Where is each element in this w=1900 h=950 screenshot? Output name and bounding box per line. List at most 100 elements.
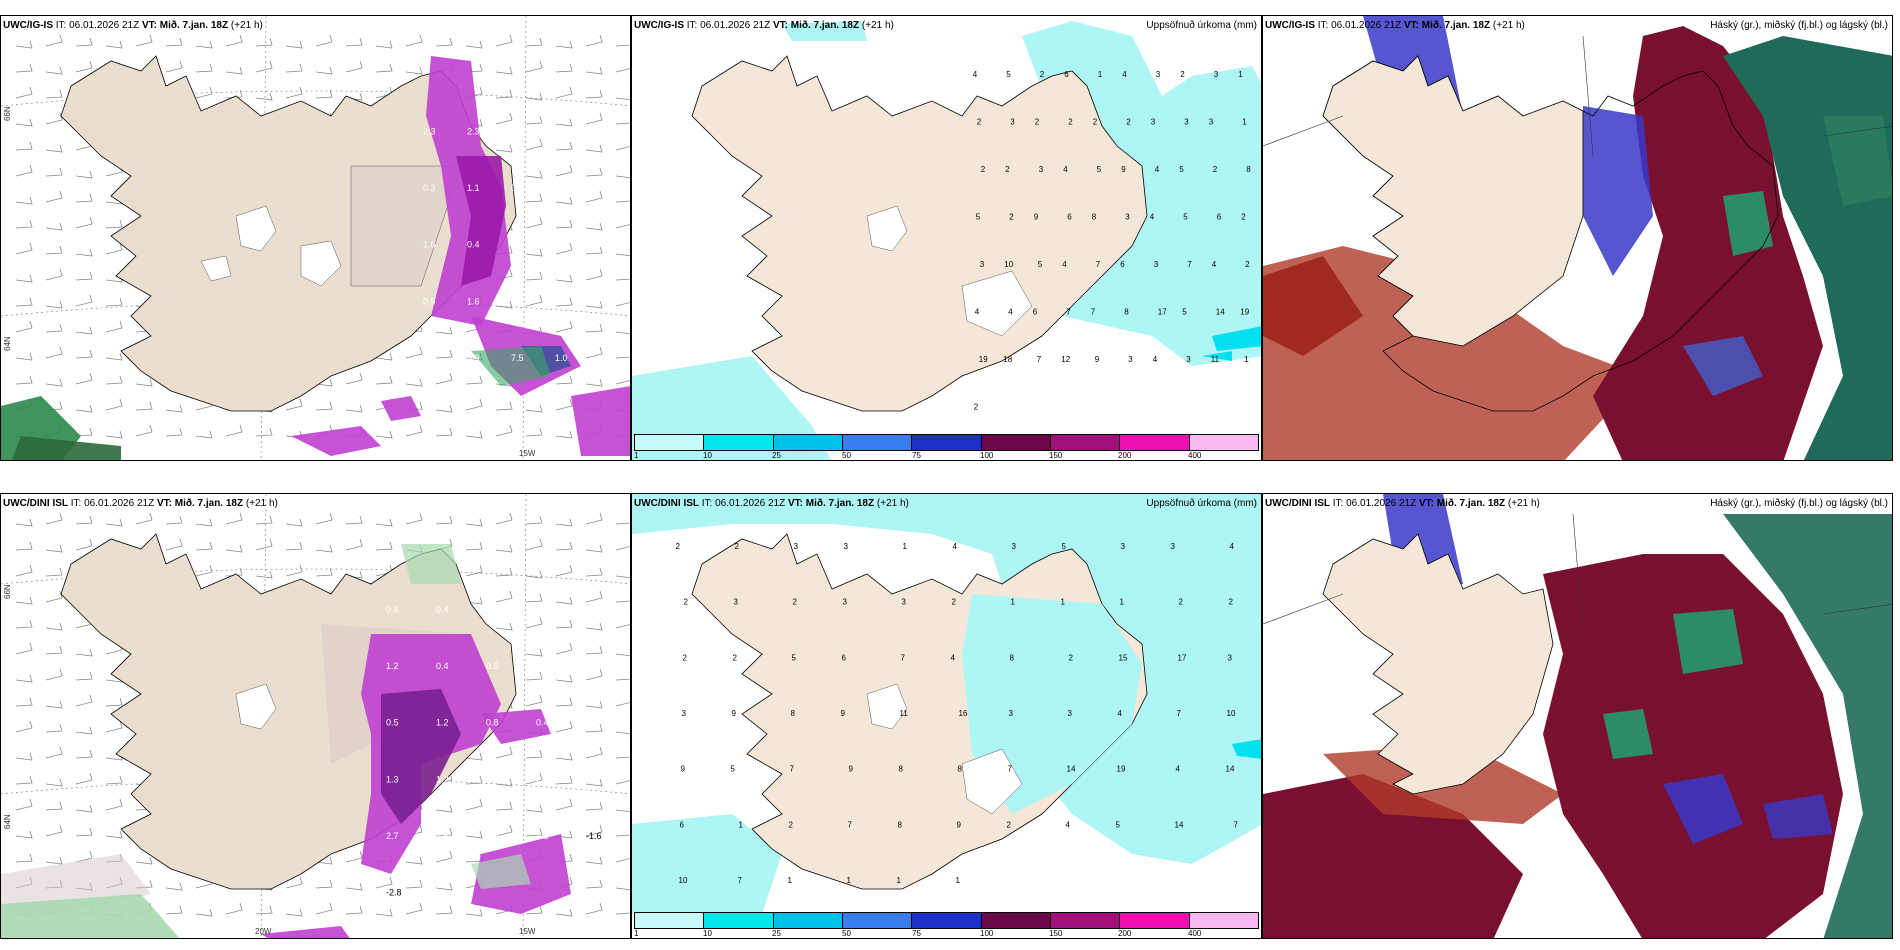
wind-barb [315, 34, 333, 47]
wind-barb [285, 518, 303, 527]
precip-value-label: 2 [735, 542, 740, 551]
precip-value-label: 4 [1212, 260, 1217, 269]
wind-barb [615, 649, 630, 657]
map-dini-cloud [1263, 494, 1892, 938]
precip-rate-label: 0.4 [386, 604, 399, 614]
wind-barb [405, 346, 423, 359]
precip-value-label: 1 [1120, 598, 1125, 607]
wind-barb [45, 112, 63, 125]
wind-barb [15, 40, 33, 49]
wind-barb [555, 596, 573, 605]
precip-value-label: 3 [1156, 70, 1161, 79]
wind-barb [285, 908, 303, 917]
region-lines [1263, 35, 1892, 157]
colorbar-boxes [634, 912, 1259, 929]
wind-barb [615, 695, 630, 707]
wind-barb [465, 830, 483, 839]
wind-barb [345, 850, 363, 863]
field-label: Háský (gr.), miðský (fj.bl.) og lágský (… [1710, 20, 1888, 31]
colorbar-ticks: 1 10 25 50 75 100 150 200 400 [634, 451, 1259, 460]
wind-barb [105, 40, 123, 49]
precip-rate-label: 4.2 [586, 604, 599, 614]
precip-value-label: 1 [1238, 70, 1243, 79]
wind-barb [15, 541, 33, 551]
precip-value-label: 3 [1171, 542, 1176, 551]
wind-barb [465, 596, 483, 605]
wind-barb [495, 424, 513, 437]
wind-barb [585, 512, 603, 525]
wind-barb [75, 216, 93, 229]
wind-barb [615, 805, 630, 813]
precip-value-label: 14 [1226, 765, 1235, 774]
wind-barb [75, 248, 93, 257]
wind-barb [105, 297, 123, 307]
wind-barb [585, 824, 603, 837]
precip-value-label: 4 [1066, 820, 1071, 829]
lat-label-66n: 66N [3, 106, 12, 121]
wind-barb [15, 164, 33, 177]
wind-barb [15, 274, 33, 283]
precip-rate-label: 1.4 [599, 183, 612, 193]
precip-value-label: 4 [1008, 307, 1013, 316]
wind-barb [15, 196, 33, 205]
wind-barb [45, 268, 63, 281]
wind-barb [615, 272, 630, 281]
wind-barb [345, 372, 363, 385]
precip-value-label: 5 [731, 765, 736, 774]
wind-barb [315, 902, 333, 915]
wind-barb [525, 648, 543, 657]
wind-barb [255, 37, 273, 47]
wind-barb [405, 512, 423, 525]
wind-barb [285, 63, 303, 73]
precip-value-label: 3 [1068, 709, 1073, 718]
wind-barb [495, 544, 513, 553]
wind-barb [195, 63, 213, 73]
precip-rate-label: 1.6 [511, 296, 524, 306]
precip-value-label: 6 [842, 653, 847, 662]
wind-barb [285, 398, 303, 411]
precip-value-label: 3 [1228, 653, 1233, 662]
colorbar-box [1189, 435, 1258, 450]
precip-rate-label: 1.2 [436, 718, 449, 728]
wind-barb [435, 850, 453, 863]
precip-value-label: 5 [1182, 307, 1187, 316]
precip-value-label: 2 [1069, 653, 1074, 662]
wind-barb [525, 115, 543, 125]
wind-barb [495, 66, 513, 75]
wind-barb [495, 801, 513, 811]
wind-barb [555, 697, 573, 707]
wind-barb [615, 851, 630, 863]
wind-barb [555, 541, 573, 551]
lead-time: (+21 h) [1507, 498, 1540, 509]
wind-barb [555, 86, 573, 99]
precip-value-label: 6 [1067, 212, 1072, 221]
wind-barb [495, 512, 513, 525]
precip-rate-label: 1.4 [555, 296, 568, 306]
wind-barb [105, 720, 123, 733]
precip-value-label: 4 [951, 653, 956, 662]
colorbar-tick: 1 [634, 451, 639, 460]
precip-rate-label: 0.9 [423, 296, 436, 306]
colorbar-box [1120, 913, 1190, 928]
colorbar-boxes [634, 434, 1259, 451]
precip-value-label: 7 [1066, 307, 1071, 316]
wind-barb [45, 567, 63, 577]
panel-dini-wind: 0.4 0.4 0.3 0.5 4.2 1.2 0.4 0.5 0.3 0.4 0.5 1.2 0.8 0… [0, 493, 631, 939]
colorbar-ticks: 1 10 25 50 75 100 150 200 400 [634, 929, 1259, 938]
wind-barb [435, 827, 453, 837]
wind-barb [45, 668, 63, 681]
colorbar-box [842, 913, 913, 928]
wind-barb [225, 544, 243, 553]
wind-barb [465, 375, 483, 385]
panel-title: UWC/DINI ISL IT: 06.01.2026 21Z VT: Mið.… [1265, 498, 1540, 509]
wind-barb [45, 700, 63, 709]
precip-rate-label: 0.9 [511, 183, 524, 193]
panel-ig-wind: 2.3 2.3 2.2 0.9 0.8 0.3 1.1 0.9 0.7 1.4 1.6 0.4 0.5 2… [0, 15, 631, 461]
wind-barb [585, 34, 603, 47]
lead-time: (+21 h) [861, 20, 894, 31]
wind-barb [495, 144, 513, 153]
colorbar-box [912, 913, 982, 928]
precip-value-label: 2 [1007, 820, 1012, 829]
precip-value-label: 5 [1062, 542, 1067, 551]
precip-rate-label: 6.1 [423, 353, 436, 363]
